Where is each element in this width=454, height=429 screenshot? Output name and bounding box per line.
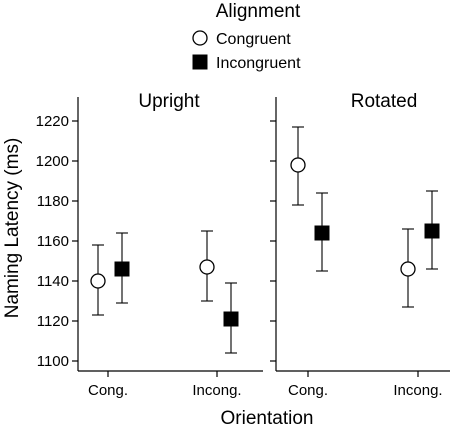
panel-title-upright: Upright — [138, 91, 200, 112]
y-tick-label: 1160 — [37, 233, 69, 250]
y-axis-title: Naming Latency (ms) — [2, 138, 23, 319]
data-point-congruent — [90, 273, 106, 289]
data-point-incongruent — [223, 311, 239, 327]
legend-label-congruent: Congruent — [216, 31, 291, 48]
y-tick-label: 1140 — [37, 273, 69, 290]
data-point-incongruent — [314, 225, 330, 241]
legend-label-incongruent: Incongruent — [216, 55, 301, 72]
data-marks — [90, 126, 440, 354]
x-tick-label: Cong. — [88, 382, 128, 399]
x-ticks: Cong. Incong. Cong. Incong. — [88, 371, 443, 399]
x-tick-label: Incong. — [393, 382, 442, 399]
y-tick-label: 1100 — [37, 353, 69, 370]
y-tick-label: 1180 — [37, 193, 69, 210]
x-tick-label: Cong. — [288, 382, 328, 399]
data-point-congruent — [199, 259, 215, 275]
panel-title-rotated: Rotated — [351, 91, 418, 112]
y-tick-label: 1120 — [37, 313, 69, 330]
legend-marker-incongruent — [192, 54, 208, 70]
data-point-incongruent — [424, 223, 440, 239]
y-tick-label: 1220 — [36, 113, 69, 130]
legend-title: Alignment — [216, 1, 301, 22]
x-axis-title: Orientation — [221, 408, 314, 429]
x-tick-label: Incong. — [192, 382, 241, 399]
legend-marker-congruent — [192, 30, 208, 46]
data-point-congruent — [400, 261, 416, 277]
y-ticks: 1100 1120 1140 1160 1180 1200 1220 — [36, 113, 276, 370]
data-point-congruent — [290, 157, 306, 173]
y-tick-label: 1200 — [36, 153, 69, 170]
axes — [77, 97, 450, 372]
data-point-incongruent — [114, 261, 130, 277]
